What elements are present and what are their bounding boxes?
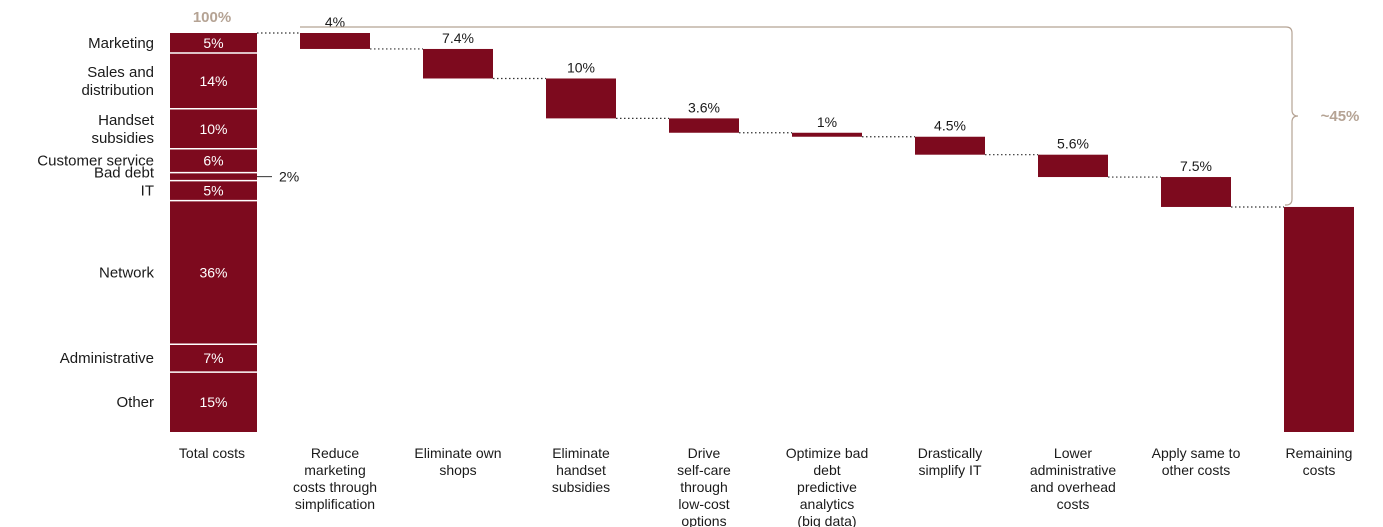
total-bar-segment	[170, 108, 257, 149]
total-value-label: 100%	[193, 9, 231, 26]
segment-category-label: IT	[141, 183, 154, 200]
total-bar-segment	[170, 172, 257, 181]
remaining-bar	[1284, 206, 1354, 432]
category-axis-label: Remaining costs	[1286, 445, 1353, 478]
segment-category-label: Sales and distribution	[81, 64, 154, 99]
segment-category-label: Network	[99, 264, 155, 281]
step-value-label: 3.6%	[688, 99, 720, 115]
segment-value-label: 14%	[199, 73, 227, 89]
segment-category-label: Handset subsidies	[91, 112, 154, 147]
step-value-label: 7.4%	[442, 30, 474, 46]
segment-value-label: 2%	[279, 169, 299, 185]
category-axis-label: Drastically simplify IT	[918, 445, 983, 478]
step-bar	[915, 136, 985, 155]
category-axis-label: Lower administrative and overhead costs	[1030, 445, 1117, 512]
step-value-label: 10%	[567, 59, 595, 75]
segment-value-label: 6%	[203, 153, 223, 169]
step-value-label: 4%	[325, 14, 345, 30]
total-bar-segment	[170, 148, 257, 173]
segment-value-label: 36%	[199, 264, 227, 280]
segment-value-label: 15%	[199, 394, 227, 410]
step-value-label: 4.5%	[934, 118, 966, 134]
segment-category-label: Bad debt	[94, 165, 155, 182]
savings-brace	[300, 26, 1299, 206]
total-bar-segment	[170, 372, 257, 432]
segment-category-label: Administrative	[60, 350, 154, 367]
total-bar-segment	[170, 200, 257, 345]
savings-label: ~45%	[1321, 108, 1360, 125]
step-value-label: 7.5%	[1180, 158, 1212, 174]
total-bar-segment	[170, 52, 257, 109]
segment-value-label: 10%	[199, 121, 227, 137]
segment-value-label: 5%	[203, 35, 223, 51]
step-bar	[792, 132, 862, 137]
category-axis-label: Eliminate own shops	[414, 445, 501, 478]
segment-value-label: 5%	[203, 183, 223, 199]
segment-value-label: 7%	[203, 350, 223, 366]
segment-category-label: Marketing	[88, 35, 154, 52]
category-axis-label: Total costs	[179, 445, 245, 461]
category-axis-label: Apply same to other costs	[1152, 445, 1241, 478]
category-axis-label: Drive self-care through low-cost options	[677, 445, 731, 527]
category-axis-label: Eliminate handset subsidies	[552, 445, 610, 495]
step-value-label: 1%	[817, 114, 837, 130]
step-bar	[546, 78, 616, 119]
total-bar-segment	[170, 344, 257, 373]
segment-category-label: Other	[116, 394, 154, 411]
step-value-label: 5.6%	[1057, 136, 1089, 152]
step-bar	[423, 48, 493, 79]
total-bar-segment	[170, 33, 257, 53]
step-bar	[1038, 154, 1108, 178]
step-bar	[669, 118, 739, 133]
step-bar	[300, 33, 370, 49]
step-bar	[1161, 177, 1231, 207]
total-bar-segment	[170, 180, 257, 201]
category-axis-label: Reduce marketing costs through simplificati…	[293, 445, 377, 512]
category-axis-label: Optimize bad debt predictive analytics (big …	[786, 445, 868, 527]
segment-category-label: Customer service	[37, 153, 154, 170]
